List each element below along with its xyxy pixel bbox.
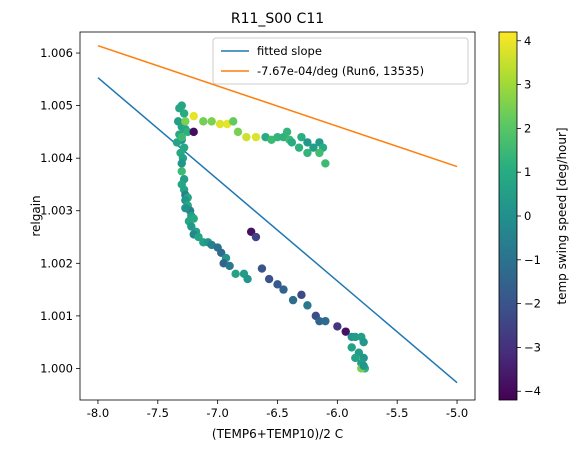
scatter-point bbox=[351, 332, 360, 342]
scatter-point bbox=[294, 143, 304, 152]
y-tick-label: 1.004 bbox=[40, 151, 73, 165]
x-tick-label: -6.5 bbox=[266, 406, 288, 420]
scatter-point bbox=[321, 159, 330, 168]
scatter-point bbox=[233, 127, 243, 137]
scatter-point bbox=[282, 127, 292, 137]
colorbar-tick-label: −2 bbox=[524, 297, 541, 311]
scatter-point bbox=[183, 127, 192, 137]
scatter-point bbox=[231, 269, 240, 279]
colorbar-tick-label: 0 bbox=[524, 209, 531, 223]
x-tick-label: -7.5 bbox=[147, 406, 169, 420]
x-axis: -8.0 -7.5 -7.0 -6.5 -6.0 -5.5 -5.0 bbox=[87, 400, 468, 420]
colorbar-tick-label: −3 bbox=[524, 340, 541, 354]
scatter-point bbox=[351, 353, 360, 363]
scatter-point bbox=[279, 285, 288, 294]
colorbar-tick-label: −4 bbox=[524, 384, 541, 398]
scatter-point bbox=[303, 301, 312, 310]
chart-title: R11_S00 C11 bbox=[231, 11, 324, 27]
scatter-point bbox=[315, 148, 324, 158]
scatter-point bbox=[189, 111, 198, 121]
scatter-point bbox=[215, 119, 225, 129]
colorbar-tick-label: 1 bbox=[524, 165, 531, 179]
scatter-point bbox=[181, 203, 190, 213]
scatter-point bbox=[251, 132, 261, 142]
scatter-point bbox=[273, 132, 282, 142]
scatter-point bbox=[341, 327, 350, 336]
scatter-point bbox=[264, 274, 274, 284]
y-tick-label: 1.002 bbox=[40, 256, 73, 270]
scatter-point bbox=[309, 143, 318, 152]
scatter-point bbox=[177, 159, 186, 168]
scatter-point bbox=[257, 264, 267, 273]
colorbar-label: temp swing speed [deg/hour] bbox=[555, 127, 569, 304]
scatter-point bbox=[225, 261, 234, 271]
y-axis-label: relgain bbox=[29, 195, 43, 236]
scatter-point bbox=[273, 280, 282, 289]
scatter-point bbox=[347, 343, 356, 352]
scatter-point bbox=[207, 117, 216, 126]
scatter-point bbox=[251, 232, 261, 242]
y-axis: 1.000 1.001 1.002 1.003 1.004 1.005 1.006 bbox=[40, 46, 80, 375]
scatter-point bbox=[287, 138, 297, 147]
colorbar-gradient bbox=[498, 31, 518, 401]
plot-marks bbox=[97, 44, 458, 384]
legend-entry: fitted slope bbox=[257, 44, 322, 58]
colorbar: −4 −3 −2 −1 0 1 2 3 4 bbox=[498, 31, 541, 401]
series-line-2 bbox=[97, 44, 458, 168]
scatter-point bbox=[297, 132, 306, 142]
colorbar-tick-label: 4 bbox=[524, 34, 531, 48]
scatter-point bbox=[242, 132, 251, 142]
legend: fitted slope -7.67e-04/deg (Run6, 13535) bbox=[212, 37, 469, 85]
scatter-point bbox=[179, 109, 189, 118]
x-axis-label: (TEMP6+TEMP10)/2 C bbox=[212, 427, 343, 441]
x-tick-label: -8.0 bbox=[87, 406, 109, 420]
plot-frame bbox=[79, 31, 476, 401]
plot-area bbox=[79, 31, 476, 401]
scatter-point bbox=[199, 117, 208, 126]
scatter-point bbox=[333, 322, 342, 331]
scatter-point bbox=[321, 316, 330, 326]
legend-entry: -7.67e-04/deg (Run6, 13535) bbox=[257, 64, 424, 78]
x-tick-label: -5.0 bbox=[446, 406, 468, 420]
y-tick-label: 1.005 bbox=[40, 99, 73, 113]
scatter-point bbox=[189, 127, 198, 137]
legend-box bbox=[212, 37, 469, 85]
scatter-point bbox=[288, 295, 298, 305]
scatter-point bbox=[181, 117, 190, 126]
x-tick-label: -5.5 bbox=[386, 406, 408, 420]
scatter-point bbox=[297, 290, 306, 300]
y-tick-label: 1.006 bbox=[40, 46, 73, 60]
colorbar-tick-label: −1 bbox=[524, 253, 541, 267]
y-tick-label: 1.001 bbox=[40, 309, 73, 323]
scatter-point bbox=[189, 214, 198, 223]
colorbar-tick-label: 3 bbox=[524, 78, 531, 92]
scatter-point bbox=[303, 138, 312, 147]
x-tick-label: -7.0 bbox=[206, 406, 228, 420]
scatter-point bbox=[359, 361, 368, 371]
scatter-point bbox=[303, 148, 312, 158]
scatter-point bbox=[177, 167, 186, 176]
scatter-point bbox=[243, 274, 252, 284]
colorbar-tick-label: 2 bbox=[524, 121, 531, 135]
y-tick-label: 1.000 bbox=[40, 361, 73, 375]
series-line-1 bbox=[97, 77, 458, 384]
x-tick-label: -6.0 bbox=[326, 406, 348, 420]
scatter-point bbox=[229, 117, 238, 126]
scatter-point bbox=[315, 316, 324, 326]
scatter-point bbox=[359, 337, 368, 347]
scatter-point bbox=[177, 132, 186, 142]
y-tick-label: 1.003 bbox=[40, 204, 73, 218]
